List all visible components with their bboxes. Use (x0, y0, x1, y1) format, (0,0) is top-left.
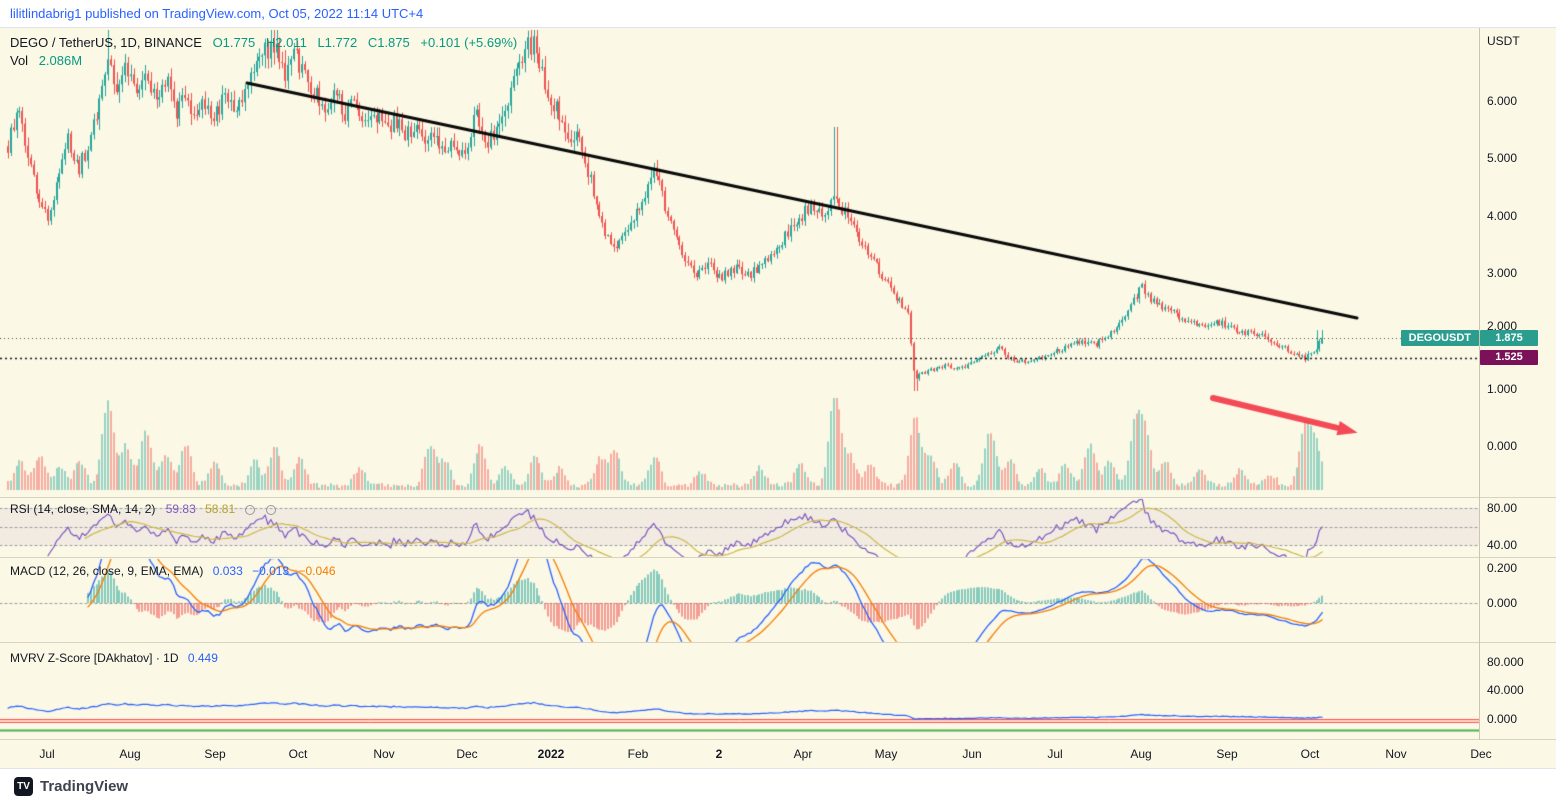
time-axis-label: Aug (119, 747, 141, 761)
time-axis-label: Oct (288, 747, 308, 761)
pane-separator-timeaxis (0, 739, 1556, 740)
pane-separator-mvrv (0, 642, 1556, 643)
mvrv-title: MVRV Z-Score [DAkhatov] · 1D (10, 651, 179, 665)
time-axis-label: Feb (627, 747, 649, 761)
time-axis[interactable]: Jul Aug Sep Oct Nov Dec 2022 Feb 2 Apr May Jun Jul Au… (0, 740, 1556, 768)
time-axis-label: Nov (373, 747, 395, 761)
tradingview-logo-icon: TV (14, 777, 33, 796)
macd-hist-value: 0.033 (212, 564, 243, 578)
time-axis-label: 2 (715, 747, 723, 761)
chart-region: DEGO / TetherUS, 1D, BINANCE O1.775 H2.0… (0, 28, 1479, 740)
volume-legend: Vol 2.086M (10, 53, 82, 68)
macd-line-value: −0.013 (252, 564, 290, 578)
time-axis-label: Oct (1300, 747, 1320, 761)
level-price-tag: 1.525 (1480, 350, 1538, 365)
macd-title: MACD (12, 26, close, 9, EMA, EMA) (10, 564, 204, 578)
rsi-ma-value: 58.81 (205, 502, 236, 516)
time-axis-label: Nov (1385, 747, 1407, 761)
ohlc-open: O1.775 (212, 35, 256, 50)
time-axis-label: Aug (1130, 747, 1152, 761)
price-axis-label: 40.00 (1487, 538, 1518, 552)
price-axis-label: USDT (1487, 34, 1520, 48)
volume-label: Vol (10, 53, 29, 68)
time-axis-label: Jun (962, 747, 982, 761)
price-axis-label: 5.000 (1487, 151, 1518, 165)
pane-separator-macd (0, 557, 1556, 558)
time-axis-label: Dec (456, 747, 478, 761)
time-axis-label: May (874, 747, 898, 761)
time-axis-label: Sep (204, 747, 226, 761)
tradingview-brand-text: TradingView (40, 778, 129, 795)
last-price-tag: 1.875 (1480, 330, 1538, 346)
time-axis-label: Sep (1216, 747, 1238, 761)
macd-legend: MACD (12, 26, close, 9, EMA, EMA) 0.033 … (10, 564, 336, 578)
pane-separator-rsi (0, 497, 1556, 498)
price-axis-label: 0.200 (1487, 561, 1518, 575)
time-axis-label: Dec (1470, 747, 1492, 761)
time-axis-label: 2022 (537, 747, 565, 761)
price-axis-label: 80.000 (1487, 655, 1524, 669)
ohlc-change: +0.101 (+5.69%) (420, 35, 518, 50)
indicator-circle-icon-b (265, 504, 276, 515)
ohlc-low: L1.772 (317, 35, 358, 50)
symbol-price-flag: DEGOUSDT (1400, 330, 1479, 346)
price-axis-separator (1479, 28, 1480, 740)
volume-value: 2.086M (38, 53, 83, 68)
rsi-title: RSI (14, close, SMA, 14, 2) (10, 502, 156, 516)
rsi-legend: RSI (14, close, SMA, 14, 2) 59.83 58.81 (10, 502, 276, 516)
ohlc-close: C1.875 (367, 35, 410, 50)
price-axis-label: 40.000 (1487, 683, 1524, 697)
published-text: lilitlindabrig1 published on TradingView… (10, 6, 424, 21)
price-axis-label: 6.000 (1487, 94, 1518, 108)
price-axis-label: 0.000 (1487, 439, 1518, 453)
rsi-value: 59.83 (165, 502, 196, 516)
published-bar: lilitlindabrig1 published on TradingView… (0, 0, 1556, 28)
price-axis-label: 2.000 (1487, 319, 1518, 333)
price-axis-label: 80.00 (1487, 501, 1518, 515)
macd-signal-value: −0.046 (298, 564, 336, 578)
chart-canvas[interactable] (0, 28, 1479, 740)
footer-bar: TV TradingView (0, 768, 1556, 804)
price-axis-label: 3.000 (1487, 266, 1518, 280)
price-axis-label: 1.000 (1487, 382, 1518, 396)
symbol-title: DEGO / TetherUS, 1D, BINANCE (10, 35, 202, 50)
tradingview-logo-link[interactable]: TV TradingView (14, 777, 128, 796)
price-axis-label: 0.000 (1487, 712, 1518, 726)
price-axis-label: 0.000 (1487, 596, 1518, 610)
price-axis[interactable]: USDT 6.000 5.000 4.000 3.000 2.000 1.000 0.000 8… (1480, 28, 1556, 740)
ohlc-high: H2.011 (265, 35, 307, 50)
mvrv-value: 0.449 (187, 651, 218, 665)
price-axis-label: 4.000 (1487, 209, 1518, 223)
mvrv-legend: MVRV Z-Score [DAkhatov] · 1D 0.449 (10, 651, 218, 665)
time-axis-label: Jul (1047, 747, 1063, 761)
symbol-legend: DEGO / TetherUS, 1D, BINANCE O1.775 H2.0… (10, 35, 517, 50)
indicator-circle-icon-a (245, 504, 256, 515)
time-axis-label: Jul (39, 747, 55, 761)
time-axis-label: Apr (793, 747, 813, 761)
